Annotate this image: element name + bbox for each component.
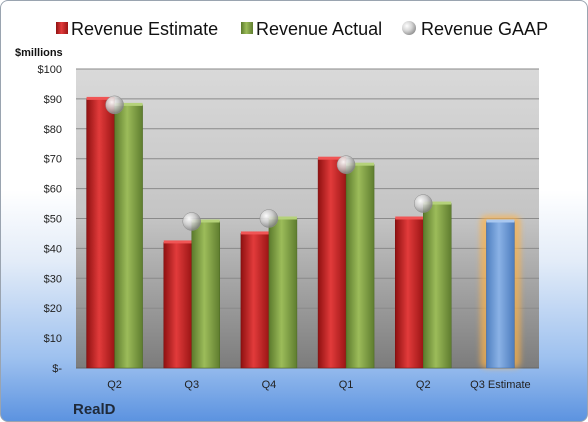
x-tick-label: Q1	[339, 379, 354, 391]
bar-top-revenue-actual	[191, 219, 220, 223]
bar-revenue-estimate	[86, 98, 115, 369]
y-tick-label: $70	[44, 154, 62, 166]
y-tick-label: $10	[44, 333, 62, 345]
x-tick-label: Q2	[107, 379, 122, 391]
y-axis-ticks: $- $10 $20 $30 $40 $50 $60 $70 $80 $90 $100	[38, 64, 63, 375]
marker-revenue-gaap	[182, 212, 201, 231]
x-tick-label: Q4	[262, 379, 277, 391]
bar-top-revenue-actual	[268, 216, 297, 220]
bar-revenue-actual	[114, 104, 143, 369]
legend-swatch-gaap	[402, 21, 416, 35]
bar-top-revenue-estimate	[395, 216, 424, 220]
marker-revenue-gaap	[336, 155, 356, 174]
bar-revenue-actual	[268, 218, 298, 369]
bar-revenue-actual	[191, 221, 220, 369]
bar-revenue-estimate	[163, 242, 192, 369]
y-tick-label: $50	[44, 214, 62, 226]
y-tick-label: $-	[52, 363, 62, 375]
marker-revenue-gaap	[105, 95, 124, 115]
x-tick-label: Q3	[184, 379, 199, 391]
y-tick-label: $30	[44, 273, 62, 285]
legend-swatch-actual	[241, 22, 253, 34]
bar-top-revenue-estimate	[163, 240, 192, 244]
y-tick-label: $100	[38, 64, 62, 76]
bar-revenue-estimate-next	[486, 221, 515, 369]
legend-label-estimate: Revenue Estimate	[71, 19, 218, 39]
bar-top-revenue-estimate	[86, 96, 115, 100]
bar-revenue-estimate	[240, 233, 270, 369]
x-tick-label: Q3 Estimate	[470, 379, 531, 391]
marker-revenue-gaap	[259, 209, 279, 228]
bar-revenue-estimate	[317, 158, 347, 369]
bar-top-revenue-actual	[486, 219, 515, 223]
y-tick-label: $20	[44, 303, 62, 315]
bar-revenue-actual	[423, 203, 452, 369]
bar-top-revenue-estimate	[240, 231, 269, 235]
x-axis-ticks: Q2 Q3 Q4 Q1 Q2 Q3 Estimate	[107, 379, 530, 391]
legend: Revenue Estimate Revenue Actual Revenue …	[56, 19, 548, 39]
company-name: RealD	[73, 401, 116, 418]
legend-label-actual: Revenue Actual	[256, 19, 382, 39]
legend-label-gaap: Revenue GAAP	[421, 19, 548, 39]
marker-revenue-gaap	[414, 194, 433, 213]
legend-swatch-estimate	[56, 22, 68, 34]
bar-top-revenue-estimate	[318, 156, 347, 160]
bar-revenue-actual	[345, 164, 375, 369]
y-tick-label: $90	[44, 94, 62, 106]
bar-top-revenue-actual	[423, 201, 452, 205]
x-tick-label: Q2	[416, 379, 431, 391]
y-tick-label: $80	[44, 124, 62, 136]
bar-top-revenue-actual	[114, 102, 143, 106]
y-tick-label: $60	[44, 184, 62, 196]
bar-revenue-estimate	[395, 218, 424, 369]
y-tick-label: $40	[44, 243, 62, 255]
bar-top-revenue-actual	[346, 162, 375, 166]
bars	[86, 95, 521, 369]
gridlines	[76, 68, 539, 369]
y-axis-label: $millions	[15, 47, 63, 59]
